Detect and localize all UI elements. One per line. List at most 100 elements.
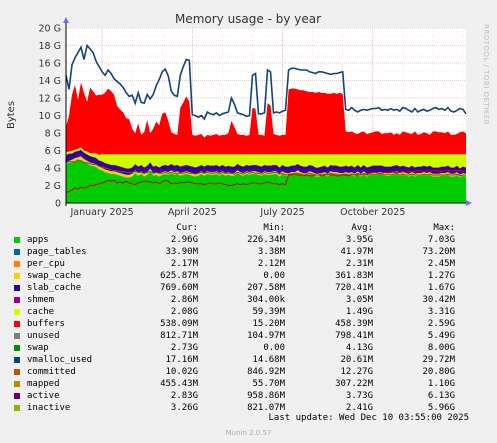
- legend-value-cur: 812.71M: [160, 331, 198, 341]
- legend-row: committed 10.02G 846.92M 12.27G 20.80G: [0, 366, 497, 378]
- y-tick-label: 4 G: [45, 164, 61, 175]
- legend-name: buffers: [27, 319, 65, 329]
- legend-value-max: 8.00G: [427, 343, 455, 353]
- legend-row: buffers 538.09M 15.20M 458.39M 2.59G: [0, 318, 497, 330]
- legend-swatch: [14, 333, 20, 339]
- legend-swatch: [14, 357, 20, 363]
- x-tick-label: October 2025: [340, 207, 405, 218]
- legend-name: shmem: [27, 295, 55, 305]
- x-tick-label: July 2025: [259, 207, 304, 218]
- legend-value-avg: 3.73G: [345, 391, 373, 401]
- legend-row: inactive 3.26G 821.07M 2.41G 5.96G: [0, 402, 497, 414]
- legend-row: swap 2.73G 0.00 4.13G 8.00G: [0, 342, 497, 354]
- legend-value-min: 14.68M: [252, 355, 285, 365]
- y-tick-label: 0: [55, 199, 61, 210]
- y-axis-arrow: [63, 17, 69, 23]
- legend-value-avg: 3.95G: [345, 235, 373, 245]
- series-area-apps: [66, 160, 466, 203]
- legend-value-avg: 307.22M: [335, 379, 373, 389]
- legend-value-avg: 4.13G: [345, 343, 373, 353]
- legend-row: vmalloc_used 17.16M 14.68M 20.61M 29.72M: [0, 354, 497, 366]
- y-tick-label: 12 G: [39, 94, 61, 105]
- legend-value-min: 846.92M: [247, 367, 285, 377]
- legend-swatch: [14, 405, 20, 411]
- legend-name: inactive: [27, 403, 71, 413]
- legend-swatch: [14, 261, 20, 267]
- legend-header-min: Min:: [263, 223, 285, 233]
- legend-swatch: [14, 297, 20, 303]
- legend-name: unused: [27, 331, 60, 341]
- legend-swatch: [14, 237, 20, 243]
- legend-header-max: Max:: [433, 223, 455, 233]
- legend-name: vmalloc_used: [27, 355, 93, 365]
- legend-swatch: [14, 249, 20, 255]
- legend-value-min: 207.58M: [247, 283, 285, 293]
- last-update-text: Last update: Wed Dec 10 03:55:00 2025: [268, 413, 469, 423]
- legend-name: page_tables: [27, 247, 87, 257]
- legend-value-cur: 2.86M: [170, 295, 198, 305]
- legend-name: committed: [27, 367, 76, 377]
- legend-swatch: [14, 285, 20, 291]
- legend-row: active 2.83G 958.86M 3.73G 6.13G: [0, 390, 497, 402]
- y-axis-label: Bytes: [6, 101, 17, 129]
- legend-name: apps: [27, 235, 49, 245]
- legend-value-max: 1.10G: [427, 379, 455, 389]
- legend-value-max: 6.13G: [427, 391, 455, 401]
- munin-version: Munin 2.0.57: [225, 429, 272, 437]
- legend-row: swap_cache 625.87M 0.00 361.83M 1.27G: [0, 270, 497, 282]
- legend-row: per_cpu 2.17M 2.12M 2.31M 2.45M: [0, 258, 497, 270]
- legend-value-max: 29.72M: [422, 355, 455, 365]
- series-area-cache: [66, 147, 466, 169]
- legend-row: unused 812.71M 104.97M 798.41M 5.49G: [0, 330, 497, 342]
- legend-value-cur: 2.17M: [170, 259, 198, 269]
- y-tick-label: 2 G: [45, 181, 61, 192]
- legend-value-min: 55.70M: [252, 379, 285, 389]
- legend-name: swap_cache: [27, 271, 82, 281]
- legend-value-avg: 20.61M: [340, 355, 373, 365]
- series-line-committed: [65, 43, 467, 121]
- legend-value-cur: 455.43M: [160, 379, 198, 389]
- legend-name: active: [27, 391, 60, 401]
- y-tick-label: 14 G: [39, 76, 61, 87]
- legend-row: cache 2.08G 59.39M 1.49G 3.31G: [0, 306, 497, 318]
- legend-value-max: 30.42M: [422, 295, 455, 305]
- legend-swatch: [14, 321, 20, 327]
- legend-value-min: 226.34M: [247, 235, 285, 245]
- legend-value-max: 20.80G: [422, 367, 455, 377]
- legend-value-avg: 798.41M: [335, 331, 373, 341]
- legend-value-avg: 3.05M: [345, 295, 373, 305]
- legend-value-avg: 2.41G: [345, 403, 373, 413]
- legend-value-max: 7.03G: [427, 235, 455, 245]
- rrdtool-credit: RRDTOOL / TOBI OETIKER: [482, 24, 490, 126]
- legend-value-avg: 2.31M: [345, 259, 373, 269]
- legend-row: page_tables 33.90M 3.38M 41.97M 73.20M: [0, 246, 497, 258]
- legend-value-min: 0.00: [263, 343, 285, 353]
- legend-value-cur: 2.08G: [170, 307, 198, 317]
- legend-swatch: [14, 345, 20, 351]
- legend-row: shmem 2.86M 304.00k 3.05M 30.42M: [0, 294, 497, 306]
- y-tick-label: 16 G: [39, 59, 61, 70]
- legend-value-min: 958.86M: [247, 391, 285, 401]
- legend-value-min: 15.20M: [252, 319, 285, 329]
- legend-header-cur: Cur:: [176, 223, 198, 233]
- legend-value-cur: 3.26G: [170, 403, 198, 413]
- y-tick-label: 8 G: [45, 129, 61, 140]
- legend-header-avg: Avg:: [351, 223, 373, 233]
- legend-swatch: [14, 273, 20, 279]
- legend-value-avg: 361.83M: [335, 271, 373, 281]
- legend-row: slab_cache 769.60M 207.58M 720.41M 1.67G: [0, 282, 497, 294]
- legend-swatch: [14, 309, 20, 315]
- legend-value-avg: 720.41M: [335, 283, 373, 293]
- legend-value-min: 821.07M: [247, 403, 285, 413]
- legend-value-cur: 538.09M: [160, 319, 198, 329]
- series-area-buffers: [66, 82, 466, 155]
- legend-value-cur: 769.60M: [160, 283, 198, 293]
- legend-value-max: 2.45M: [427, 259, 455, 269]
- legend-value-avg: 1.49G: [345, 307, 373, 317]
- legend-value-cur: 2.96G: [170, 235, 198, 245]
- series-area-slab_cache: [66, 150, 466, 175]
- legend-value-cur: 17.16M: [165, 355, 198, 365]
- series-line-swap: [65, 170, 467, 193]
- legend-value-min: 2.12M: [257, 259, 285, 269]
